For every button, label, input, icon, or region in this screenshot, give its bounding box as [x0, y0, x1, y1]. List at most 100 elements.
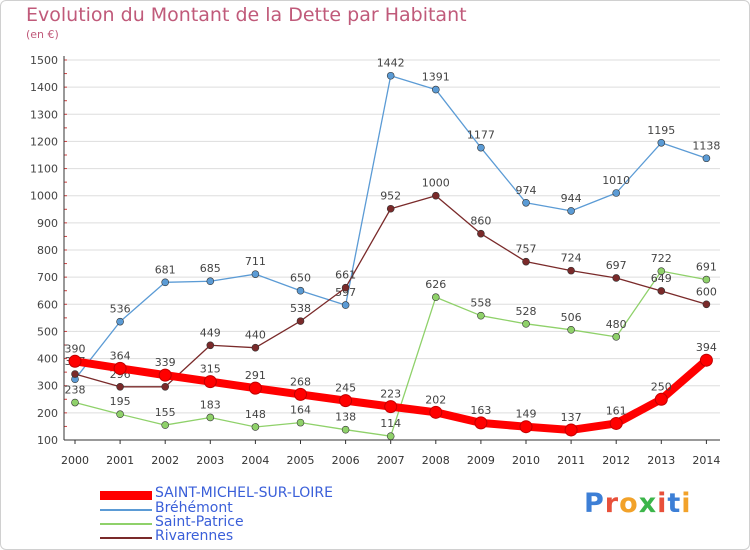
- data-label: 250: [651, 380, 672, 393]
- x-tick-label: 2008: [422, 454, 450, 467]
- data-point: [341, 425, 350, 434]
- logo-letter: i: [681, 488, 692, 519]
- data-label: 538: [290, 302, 311, 315]
- legend-label: Rivarennes: [155, 528, 234, 544]
- data-point: [702, 300, 711, 309]
- data-label: 650: [290, 272, 311, 285]
- data-point: [161, 278, 169, 287]
- data-point: [251, 423, 260, 431]
- data-label: 1177: [467, 129, 495, 142]
- data-label: 114: [380, 417, 401, 430]
- data-point: [564, 423, 578, 437]
- legend-swatch: [100, 523, 152, 525]
- data-point: [522, 198, 530, 207]
- data-point: [71, 398, 79, 407]
- data-point: [612, 333, 621, 341]
- x-tick-label: 2013: [647, 454, 675, 467]
- legend-swatch: [100, 537, 152, 539]
- data-label: 364: [110, 349, 131, 362]
- y-tick-label: 200: [37, 407, 58, 420]
- x-tick-label: 2002: [151, 454, 179, 467]
- data-label: 685: [200, 262, 221, 275]
- data-point: [116, 410, 124, 419]
- legend-label: Bréhémont: [155, 500, 233, 516]
- logo-letter: P: [584, 488, 605, 519]
- y-tick-label: 300: [37, 380, 58, 393]
- data-point: [68, 354, 82, 368]
- data-point: [161, 382, 169, 391]
- data-label: 649: [651, 272, 672, 285]
- data-point: [567, 325, 575, 334]
- data-label: 161: [606, 404, 627, 417]
- data-label: 137: [561, 411, 582, 424]
- data-point: [116, 382, 124, 391]
- x-tick-label: 2001: [106, 454, 134, 467]
- data-point: [477, 229, 485, 238]
- data-label: 661: [335, 269, 356, 282]
- data-label: 238: [65, 384, 86, 397]
- chart-title: Evolution du Montant de la Dette par Hab…: [26, 4, 467, 26]
- y-tick-label: 800: [37, 244, 58, 257]
- y-tick-label: 1200: [30, 135, 58, 148]
- data-label: 681: [155, 263, 176, 276]
- data-point: [699, 353, 713, 367]
- data-point: [429, 405, 443, 419]
- data-label: 952: [380, 190, 401, 203]
- data-label: 390: [65, 342, 86, 355]
- y-tick-label: 1000: [30, 190, 58, 203]
- data-point: [203, 375, 217, 389]
- x-tick-label: 2011: [557, 454, 585, 467]
- data-label: 149: [516, 408, 537, 421]
- data-point: [116, 317, 124, 326]
- data-point: [654, 392, 668, 406]
- data-point: [251, 343, 260, 352]
- data-point: [386, 432, 395, 441]
- x-tick-label: 2014: [692, 454, 720, 467]
- data-label: 697: [606, 259, 627, 272]
- logo-letter: x: [638, 488, 658, 519]
- data-label: 860: [470, 215, 491, 228]
- data-label: 691: [696, 261, 717, 274]
- data-label: 1442: [377, 57, 405, 70]
- x-tick-label: 2012: [602, 454, 630, 467]
- data-label: 148: [245, 408, 266, 421]
- data-point: [477, 311, 485, 320]
- data-point: [296, 317, 305, 325]
- data-label: 600: [696, 285, 717, 298]
- legend-swatch: [100, 509, 152, 511]
- data-label: 291: [245, 369, 266, 382]
- data-point: [386, 204, 395, 213]
- y-tick-label: 1100: [30, 163, 58, 176]
- data-point: [522, 320, 530, 328]
- data-label: 944: [561, 192, 582, 205]
- y-tick-label: 400: [37, 353, 58, 366]
- x-tick-label: 2006: [332, 454, 360, 467]
- data-point: [294, 387, 307, 401]
- data-label: 183: [200, 398, 221, 411]
- y-tick-label: 100: [37, 434, 58, 447]
- data-label: 536: [110, 303, 131, 316]
- data-point: [431, 293, 440, 302]
- data-label: 268: [290, 375, 311, 388]
- data-point: [612, 189, 621, 197]
- x-tick-label: 2009: [467, 454, 495, 467]
- legend-label: SAINT-MICHEL-SUR-LOIRE: [155, 485, 333, 501]
- data-point: [206, 413, 215, 422]
- data-point: [296, 418, 305, 427]
- series-line: [74, 75, 708, 380]
- data-point: [477, 143, 485, 152]
- data-label: 1000: [422, 177, 450, 190]
- y-tick-label: 700: [37, 271, 58, 284]
- data-point: [113, 361, 127, 375]
- data-point: [71, 370, 79, 378]
- data-point: [384, 400, 398, 414]
- data-label: 223: [380, 388, 401, 401]
- x-tick-label: 2005: [287, 454, 315, 467]
- data-label: 449: [200, 326, 221, 339]
- data-point: [522, 257, 530, 266]
- y-tick-label: 500: [37, 325, 58, 338]
- data-label: 202: [425, 393, 446, 406]
- data-label: 757: [516, 243, 537, 256]
- data-point: [386, 71, 395, 80]
- data-label: 138: [335, 411, 356, 424]
